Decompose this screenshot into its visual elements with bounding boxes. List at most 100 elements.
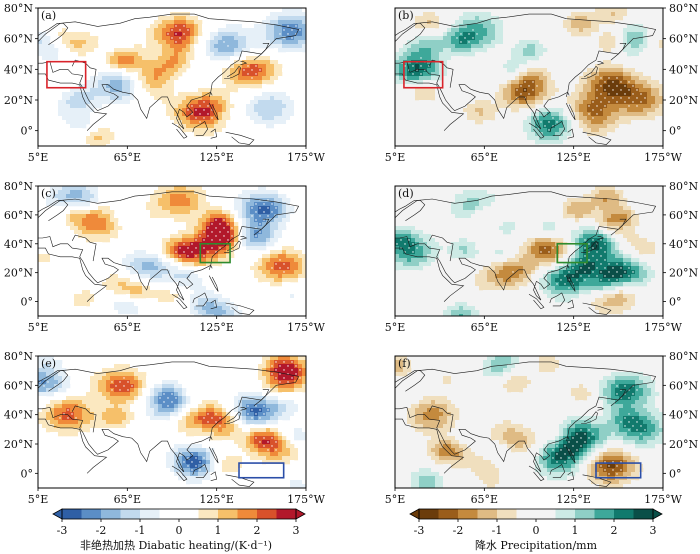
field-cell [70,104,75,109]
field-cell [631,246,636,251]
field-cell [174,68,179,73]
field-cell [98,286,103,291]
field-cell [603,24,608,29]
field-cell [278,190,283,195]
field-cell [146,278,151,283]
field-cell [102,92,107,97]
field-cell [226,116,231,121]
field-cell [170,112,175,117]
field-cell [110,310,115,315]
field-cell [603,190,608,195]
field-cell [198,124,203,129]
field-cell [246,210,251,215]
significance-dot [207,105,209,107]
field-cell [639,72,644,77]
x-tick-label: 5°E [28,151,49,164]
field-cell [547,132,552,137]
field-cell [234,230,239,235]
field-cell [495,20,500,25]
field-cell [567,124,572,129]
field-cell [539,238,544,243]
field-cell [150,88,155,93]
field-cell [547,270,552,275]
field-cell [194,120,199,125]
field-cell [158,298,163,303]
field-cell [110,88,115,93]
field-cell [178,64,183,69]
field-cell [463,32,468,37]
field-cell [106,88,111,93]
field-cell [62,116,67,121]
field-cell [643,250,648,255]
field-cell [94,92,99,97]
field-cell [603,64,608,69]
field-cell [242,238,247,243]
field-cell [635,222,640,227]
field-cell [94,100,99,105]
field-cell [206,194,211,199]
field-cell [623,16,628,21]
field-cell [190,56,195,61]
field-cell [519,72,524,77]
field-cell [419,242,424,247]
field-cell [278,250,283,255]
field-cell [395,80,400,85]
significance-dot [199,121,201,123]
field-cell [286,92,291,97]
field-cell [435,92,440,97]
field-cell [495,266,500,271]
field-cell [226,104,231,109]
significance-dot [199,113,201,115]
field-cell [170,206,175,211]
field-cell [543,76,548,81]
field-cell [298,270,303,275]
field-cell [98,234,103,239]
field-cell [423,80,428,85]
field-cell [106,310,111,315]
field-cell [70,294,75,299]
field-cell [170,254,175,259]
field-cell [599,128,604,133]
field-cell [66,120,71,125]
field-cell [242,214,247,219]
field-cell [254,60,259,65]
field-cell [439,48,444,53]
field-cell [511,230,516,235]
field-cell [154,44,159,49]
field-cell [290,104,295,109]
field-cell [118,286,123,291]
field-cell [471,242,476,247]
field-cell [523,128,528,133]
field-cell [591,194,596,199]
field-cell [170,72,175,77]
panel-b: (b) 5°E 65°E 125°E 175°W0°20°N40°N60°N80°N [385,2,699,164]
field-cell [439,16,444,21]
field-cell [218,132,223,137]
field-cell [463,40,468,45]
field-cell [627,32,632,37]
field-cell [631,56,636,61]
field-cell [130,302,135,307]
field-cell [651,92,656,97]
field-cell [459,254,464,259]
field-cell [234,52,239,57]
field-cell [270,112,275,117]
field-cell [631,80,636,85]
field-cell [126,294,131,299]
field-cell [631,230,636,235]
field-cell [174,246,179,251]
field-cell [543,108,548,113]
field-cell [238,48,243,53]
field-cell [599,116,604,121]
field-cell [130,48,135,53]
field-cell [258,116,263,121]
field-cell [134,88,139,93]
field-cell [286,28,291,33]
field-cell [254,32,259,37]
field-cell [122,262,127,267]
field-cell [535,116,540,121]
field-cell [515,44,520,49]
field-cell [507,274,512,279]
field-cell [603,32,608,37]
field-cell [531,100,536,105]
